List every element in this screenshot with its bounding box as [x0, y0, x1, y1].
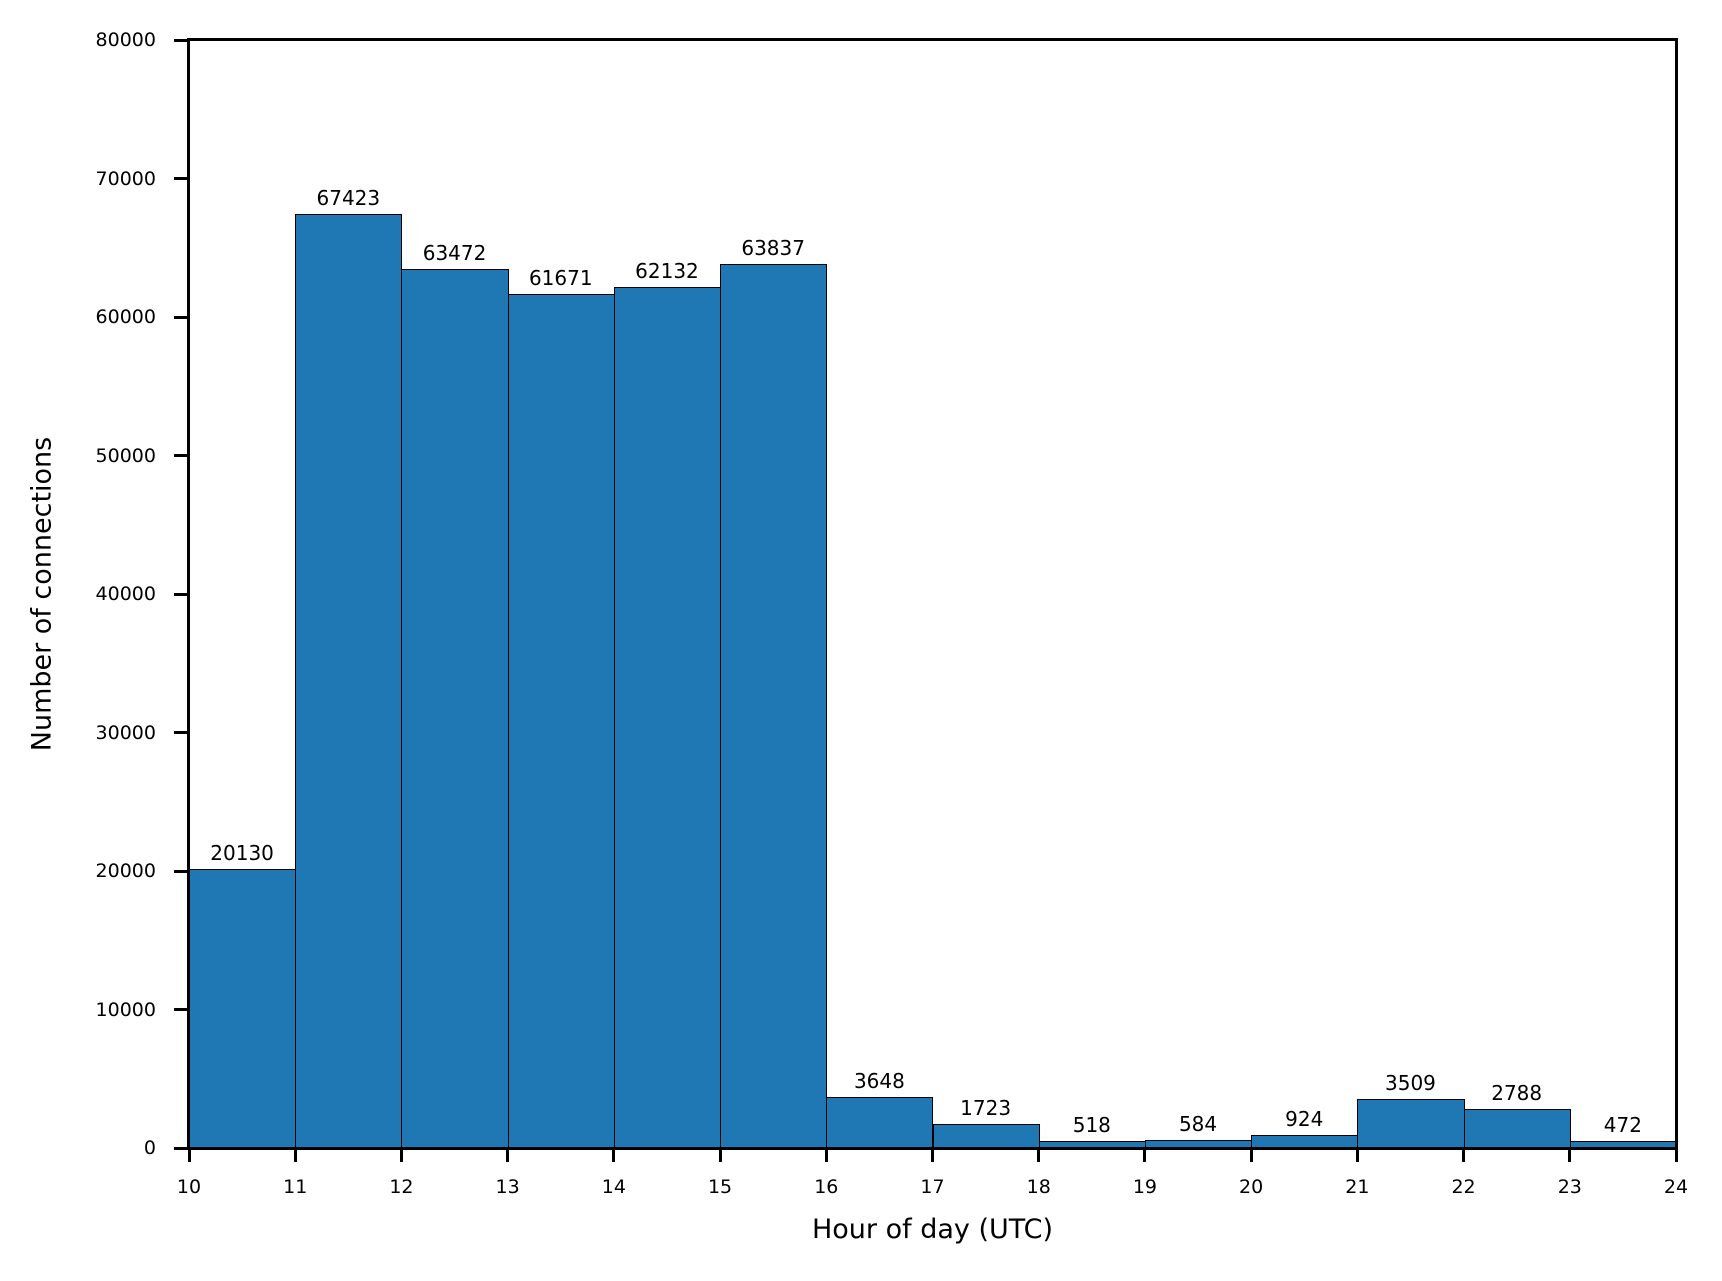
y-tick-mark [174, 1146, 188, 1150]
histogram-bar [1357, 1099, 1465, 1148]
x-tick-mark [1143, 1148, 1147, 1162]
x-axis-label: Hour of day (UTC) [811, 1214, 1054, 1245]
x-tick-mark [824, 1148, 828, 1162]
histogram-bar [1144, 1139, 1253, 1148]
bar-value-label: 62132 [635, 259, 699, 284]
x-tick-mark [718, 1148, 722, 1162]
x-tick-label: 21 [1345, 1176, 1370, 1198]
x-tick-label: 10 [176, 1176, 202, 1198]
histogram-bar [1038, 1140, 1146, 1148]
bar-value-label: 3509 [1385, 1071, 1436, 1096]
x-tick-mark [293, 1148, 297, 1162]
y-tick-mark [174, 592, 188, 596]
bar-value-label: 63837 [741, 235, 805, 260]
x-tick-mark [931, 1148, 934, 1162]
x-tick-label: 22 [1451, 1176, 1476, 1198]
y-tick-label: 0 [143, 1137, 156, 1159]
bar-value-label: 67423 [316, 186, 381, 211]
histogram-bar [401, 268, 509, 1148]
y-tick-label: 40000 [95, 583, 156, 605]
y-tick-mark [174, 731, 188, 734]
histogram-bar [507, 293, 615, 1148]
histogram-bar [189, 869, 297, 1148]
x-tick-mark [187, 1148, 191, 1162]
y-tick-label: 10000 [95, 998, 156, 1021]
histogram-bar [720, 263, 828, 1148]
x-tick-label: 16 [814, 1176, 839, 1198]
y-tick-mark [174, 177, 188, 180]
bar-value-label: 1723 [960, 1096, 1012, 1121]
histogram-bar [1251, 1135, 1359, 1148]
x-tick-label: 17 [920, 1176, 945, 1198]
y-tick-label: 50000 [95, 444, 156, 467]
x-tick-label: 20 [1239, 1176, 1264, 1198]
x-tick-mark [1568, 1148, 1572, 1162]
x-tick-label: 15 [707, 1176, 733, 1198]
bar-value-label: 2788 [1491, 1081, 1543, 1106]
x-tick-label: 12 [389, 1176, 414, 1198]
x-tick-mark [506, 1148, 510, 1162]
y-tick-label: 20000 [95, 860, 156, 882]
x-tick-mark [1462, 1148, 1466, 1162]
histogram-bar [1569, 1141, 1677, 1148]
bar-value-label: 472 [1603, 1113, 1642, 1138]
x-tick-mark [399, 1148, 403, 1162]
histogram-bar [295, 214, 403, 1148]
y-tick-label: 30000 [95, 721, 156, 744]
x-tick-mark [1037, 1148, 1041, 1162]
x-tick-mark [1249, 1148, 1253, 1162]
bar-value-label: 584 [1178, 1111, 1218, 1136]
x-tick-label: 23 [1557, 1176, 1582, 1198]
bar-value-label: 518 [1072, 1112, 1111, 1137]
bar-value-label: 61671 [528, 265, 593, 290]
y-tick-mark [174, 315, 188, 319]
x-tick-label: 14 [601, 1176, 626, 1198]
histogram-bar [826, 1097, 934, 1148]
y-tick-label: 80000 [95, 29, 156, 51]
x-tick-label: 13 [495, 1176, 520, 1198]
x-tick-label: 19 [1132, 1176, 1158, 1198]
histogram-bar [613, 287, 722, 1148]
bar-value-label: 20130 [210, 841, 274, 866]
x-tick-label: 18 [1026, 1176, 1051, 1198]
y-axis-label: Number of connections [26, 436, 58, 752]
x-tick-mark [1355, 1148, 1359, 1162]
x-tick-mark [612, 1148, 616, 1162]
x-tick-label: 11 [283, 1176, 308, 1198]
x-tick-mark [1674, 1148, 1678, 1162]
bar-value-label: 63472 [422, 240, 487, 265]
y-tick-mark [174, 38, 188, 42]
bar-value-label: 3648 [853, 1069, 905, 1094]
x-tick-label: 24 [1663, 1176, 1689, 1198]
y-tick-mark [174, 869, 188, 873]
bar-value-label: 924 [1285, 1107, 1324, 1132]
y-tick-label: 70000 [95, 167, 156, 190]
y-tick-label: 60000 [95, 306, 156, 328]
plot-area [189, 40, 1677, 1148]
y-tick-mark [174, 454, 188, 457]
y-tick-mark [174, 1008, 188, 1011]
